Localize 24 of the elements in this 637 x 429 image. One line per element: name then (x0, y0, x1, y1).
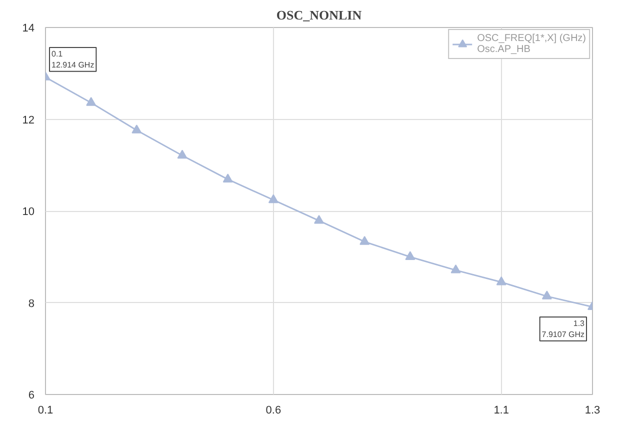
annotation: 1.3 7.9107 GHz (542, 319, 586, 339)
annotation: 0.1 12.914 GHz (52, 50, 94, 70)
point (314, 214, 324, 224)
point (268, 194, 278, 204)
y-tick-label: 12 (22, 114, 35, 126)
point (177, 150, 188, 159)
legend-label: OSC_FREQ[1*,X] (GHz) Osc.AP_HB (477, 33, 586, 55)
y-tick-label: 14 (22, 22, 35, 34)
x-tick-label: 1.1 (494, 404, 509, 416)
point (450, 264, 461, 274)
y-tick-label: 10 (22, 206, 35, 218)
x-tick-label: 0.1 (38, 404, 54, 416)
point (405, 251, 416, 260)
y-tick-label: 6 (28, 390, 35, 402)
point (542, 290, 552, 300)
y-tick-label: 8 (28, 298, 35, 310)
point (132, 124, 142, 134)
point (222, 174, 233, 182)
point (496, 276, 506, 286)
chart-title: OSC_NONLIN (276, 8, 362, 22)
point (360, 236, 370, 245)
x-tick-label: 0.6 (266, 404, 282, 416)
x-tick-label: 1.3 (584, 404, 600, 416)
point (86, 97, 96, 106)
